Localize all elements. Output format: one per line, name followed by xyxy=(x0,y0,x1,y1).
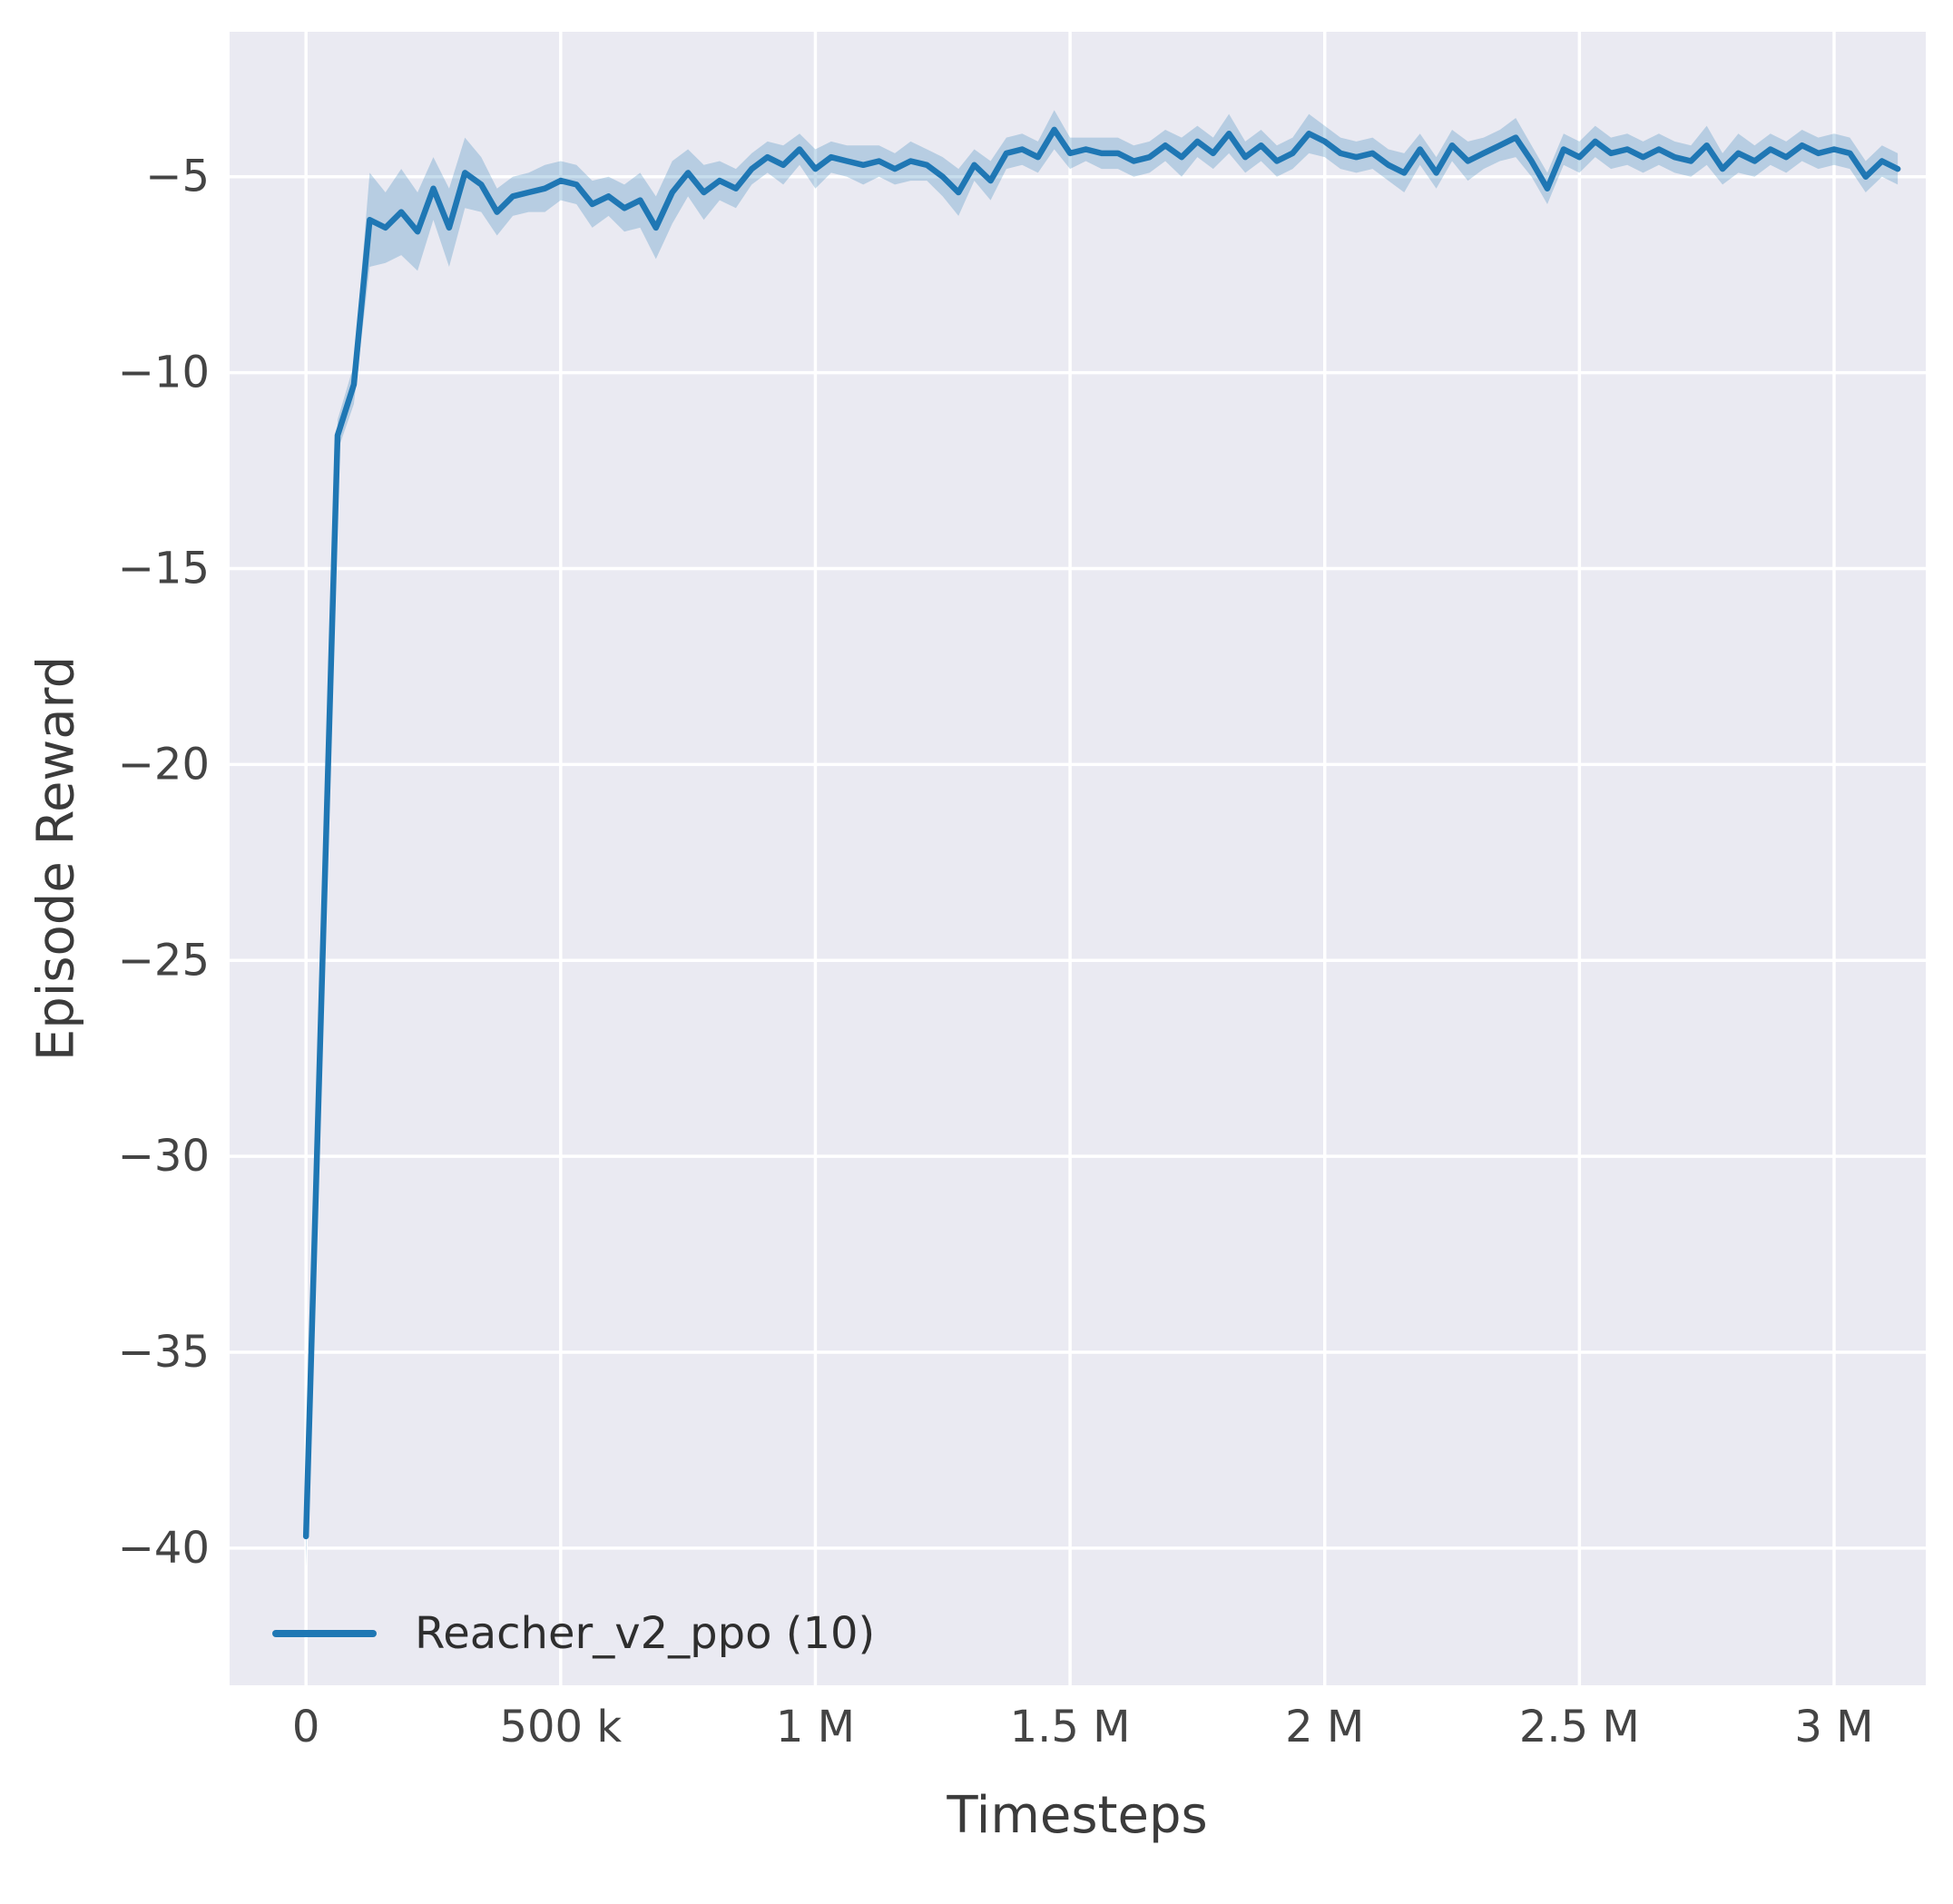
svg-text:2 M: 2 M xyxy=(1285,1702,1364,1752)
svg-text:−40: −40 xyxy=(118,1523,210,1574)
svg-text:−30: −30 xyxy=(118,1131,210,1182)
svg-text:3 M: 3 M xyxy=(1794,1702,1873,1752)
svg-text:1 M: 1 M xyxy=(776,1702,855,1752)
svg-text:0: 0 xyxy=(292,1702,320,1752)
legend-line-swatch xyxy=(272,1630,377,1637)
svg-text:−25: −25 xyxy=(118,935,210,986)
svg-text:−35: −35 xyxy=(118,1327,210,1378)
svg-text:1.5 M: 1.5 M xyxy=(1010,1702,1131,1752)
y-axis-label: Episode Reward xyxy=(26,655,86,1062)
legend-label: Reacher_v2_ppo (10) xyxy=(415,1608,876,1659)
svg-text:2.5 M: 2.5 M xyxy=(1519,1702,1640,1752)
svg-text:−20: −20 xyxy=(118,739,210,790)
x-axis-label: Timesteps xyxy=(947,1786,1208,1845)
svg-text:−5: −5 xyxy=(145,152,210,202)
legend: Reacher_v2_ppo (10) xyxy=(272,1608,875,1659)
svg-text:−10: −10 xyxy=(118,348,210,398)
svg-text:500 k: 500 k xyxy=(499,1702,622,1752)
svg-text:−15: −15 xyxy=(118,544,210,594)
